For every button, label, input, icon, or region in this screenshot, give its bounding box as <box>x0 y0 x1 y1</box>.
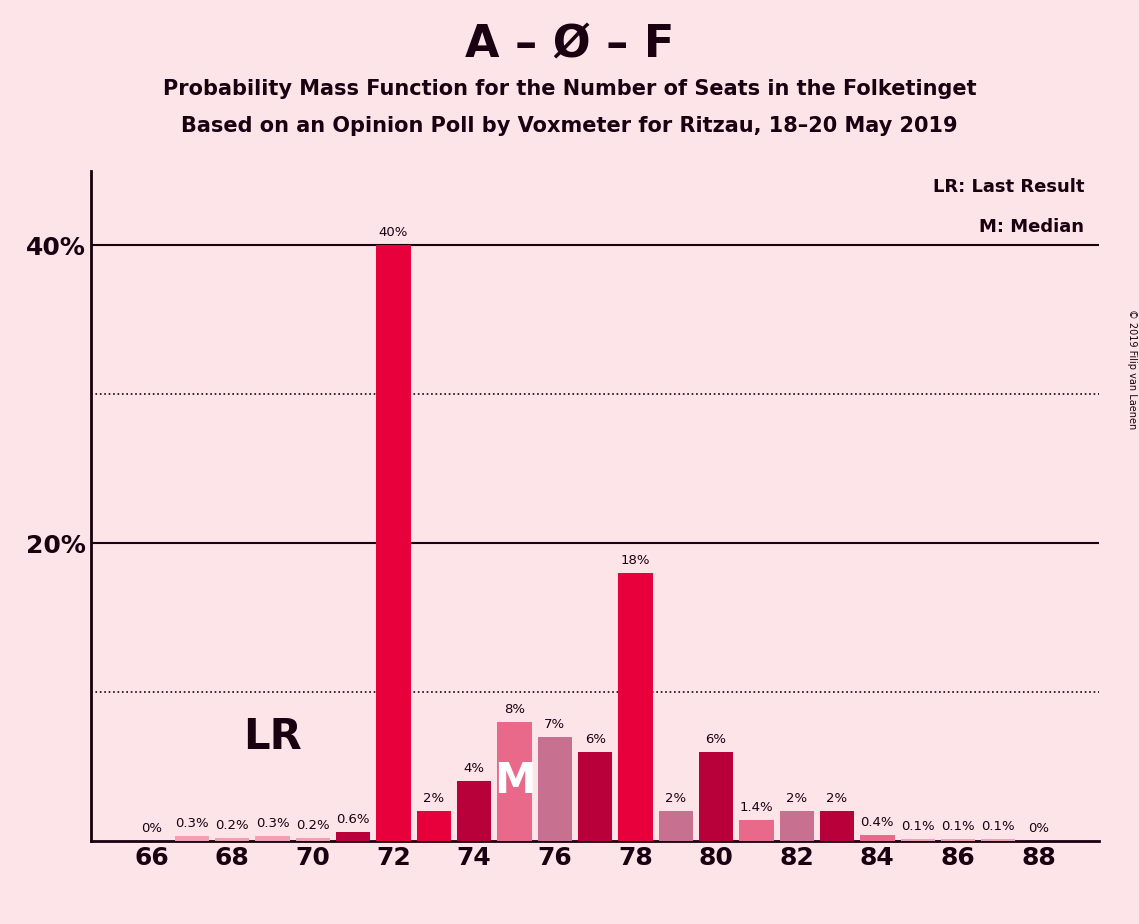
Text: 6%: 6% <box>584 733 606 746</box>
Text: 2%: 2% <box>424 792 444 805</box>
Bar <box>457 782 491 841</box>
Text: 0.2%: 0.2% <box>296 819 329 832</box>
Bar <box>981 839 1016 841</box>
Bar <box>255 836 289 841</box>
Bar <box>699 751 734 841</box>
Text: 2%: 2% <box>827 792 847 805</box>
Bar <box>538 736 572 841</box>
Bar <box>941 839 975 841</box>
Bar <box>417 811 451 841</box>
Text: LR: Last Result: LR: Last Result <box>933 177 1084 196</box>
Text: 6%: 6% <box>705 733 727 746</box>
Text: 1.4%: 1.4% <box>739 801 773 814</box>
Bar <box>336 832 370 841</box>
Text: 0.1%: 0.1% <box>941 821 975 833</box>
Bar <box>658 811 693 841</box>
Bar <box>820 811 854 841</box>
Text: 0.3%: 0.3% <box>175 818 208 831</box>
Text: 0.1%: 0.1% <box>982 821 1015 833</box>
Text: LR: LR <box>244 715 302 758</box>
Text: 2%: 2% <box>665 792 687 805</box>
Text: 40%: 40% <box>379 226 408 239</box>
Text: 4%: 4% <box>464 762 485 775</box>
Text: 18%: 18% <box>621 553 650 567</box>
Bar <box>618 573 653 841</box>
Text: Based on an Opinion Poll by Voxmeter for Ritzau, 18–20 May 2019: Based on an Opinion Poll by Voxmeter for… <box>181 116 958 136</box>
Bar <box>174 836 210 841</box>
Text: M: Median: M: Median <box>980 218 1084 236</box>
Bar <box>739 820 773 841</box>
Bar <box>498 722 532 841</box>
Text: A – Ø – F: A – Ø – F <box>465 23 674 67</box>
Text: 2%: 2% <box>786 792 808 805</box>
Text: Probability Mass Function for the Number of Seats in the Folketinget: Probability Mass Function for the Number… <box>163 79 976 99</box>
Bar <box>860 835 894 841</box>
Text: 0%: 0% <box>1029 821 1049 835</box>
Text: 0.6%: 0.6% <box>336 813 370 826</box>
Text: © 2019 Filip van Laenen: © 2019 Filip van Laenen <box>1126 310 1137 430</box>
Text: M: M <box>493 760 535 802</box>
Bar <box>376 246 411 841</box>
Text: 0.4%: 0.4% <box>861 816 894 829</box>
Bar <box>779 811 814 841</box>
Text: 0.1%: 0.1% <box>901 821 934 833</box>
Text: 8%: 8% <box>503 703 525 716</box>
Bar <box>577 751 613 841</box>
Text: 0%: 0% <box>141 821 162 835</box>
Text: 0.2%: 0.2% <box>215 819 249 832</box>
Bar <box>901 839 935 841</box>
Text: 7%: 7% <box>544 718 565 731</box>
Text: 0.3%: 0.3% <box>256 818 289 831</box>
Bar <box>215 838 249 841</box>
Bar <box>296 838 330 841</box>
